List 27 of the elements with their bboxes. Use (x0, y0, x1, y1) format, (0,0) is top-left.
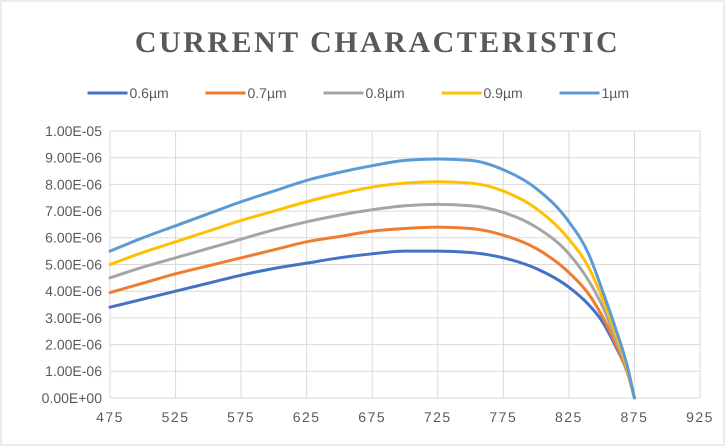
x-tick-label: 675 (358, 409, 386, 425)
y-tick-label: 2.00E-06 (45, 336, 102, 352)
y-tick-label: 1.00E-05 (45, 122, 102, 139)
y-tick-label: 3.00E-06 (45, 310, 102, 326)
y-tick-label: 9.00E-06 (45, 150, 102, 166)
legend-label: 0.6µm (130, 84, 169, 101)
x-tick-label: 825 (554, 409, 583, 425)
x-tick-label: 875 (620, 409, 648, 425)
y-tick-label: 0.00E+00 (42, 390, 102, 406)
y-tick-label: 8.00E-06 (45, 176, 102, 192)
x-tick-label: 625 (292, 409, 321, 425)
x-tick-label: 925 (686, 409, 714, 425)
y-tick-label: 5.00E-06 (45, 256, 102, 272)
legend-label: 0.8µm (366, 84, 405, 101)
x-tick-label: 575 (227, 409, 256, 425)
x-tick-label: 525 (162, 409, 190, 425)
x-tick-label: 475 (96, 409, 124, 425)
y-tick-label: 1.00E-06 (45, 363, 102, 380)
y-tick-label: 7.00E-06 (45, 203, 102, 219)
legend-label: 1µm (602, 84, 630, 101)
legend-label: 0.9µm (484, 84, 523, 101)
y-tick-label: 6.00E-06 (45, 230, 102, 246)
y-tick-label: 4.00E-06 (45, 283, 102, 300)
x-tick-label: 725 (424, 409, 452, 425)
x-tick-label: 775 (489, 409, 518, 425)
legend-label: 0.7µm (248, 84, 287, 101)
chart-title: CURRENT CHARACTERISTIC (134, 26, 620, 59)
